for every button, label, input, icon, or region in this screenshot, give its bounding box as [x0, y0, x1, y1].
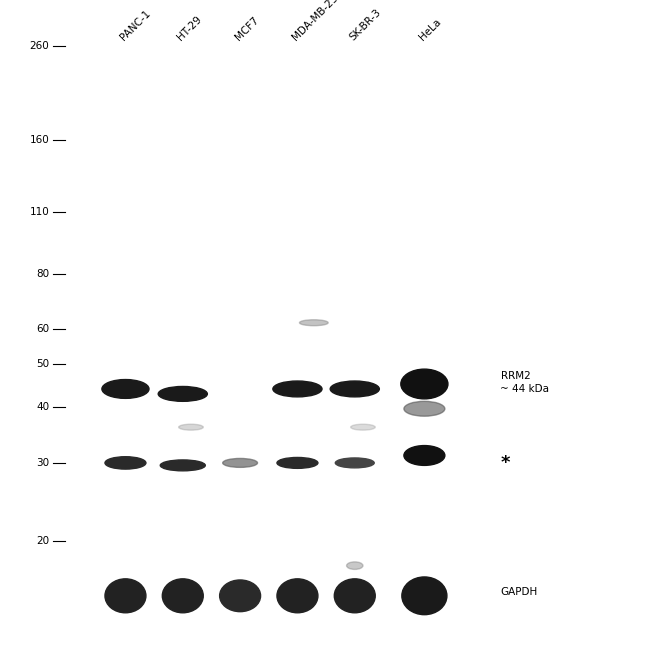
Ellipse shape: [404, 445, 445, 465]
Ellipse shape: [161, 460, 205, 471]
Text: *: *: [500, 454, 510, 472]
Ellipse shape: [273, 381, 322, 397]
Text: SK-BR-3: SK-BR-3: [348, 7, 383, 43]
Text: HT-29: HT-29: [176, 14, 204, 43]
Text: PANC-1: PANC-1: [118, 9, 153, 43]
Ellipse shape: [404, 401, 445, 416]
Text: MDA-MB-231: MDA-MB-231: [291, 0, 344, 43]
Ellipse shape: [105, 457, 146, 469]
Ellipse shape: [162, 579, 203, 613]
Ellipse shape: [401, 369, 448, 399]
Text: 40: 40: [36, 402, 49, 413]
Text: 20: 20: [36, 536, 49, 546]
Text: HeLa: HeLa: [417, 17, 443, 43]
Ellipse shape: [179, 424, 203, 430]
Ellipse shape: [105, 579, 146, 613]
Ellipse shape: [335, 458, 374, 468]
Text: MCF7: MCF7: [233, 15, 261, 43]
Ellipse shape: [277, 579, 318, 613]
Text: 60: 60: [36, 324, 49, 334]
Ellipse shape: [330, 381, 380, 397]
Ellipse shape: [158, 386, 207, 401]
Text: 30: 30: [36, 458, 49, 468]
Text: 260: 260: [30, 41, 49, 51]
Text: 160: 160: [30, 134, 49, 145]
Ellipse shape: [402, 577, 447, 615]
Text: 110: 110: [30, 207, 49, 217]
Text: RRM2
~ 44 kDa: RRM2 ~ 44 kDa: [500, 371, 549, 394]
Ellipse shape: [351, 424, 375, 430]
Text: 80: 80: [36, 268, 49, 279]
Ellipse shape: [223, 459, 257, 467]
Ellipse shape: [277, 457, 318, 468]
Ellipse shape: [300, 319, 328, 325]
Text: 50: 50: [36, 359, 49, 369]
Ellipse shape: [334, 579, 375, 613]
Ellipse shape: [346, 562, 363, 569]
Text: GAPDH: GAPDH: [500, 587, 538, 597]
Ellipse shape: [220, 580, 261, 611]
Ellipse shape: [102, 380, 149, 398]
